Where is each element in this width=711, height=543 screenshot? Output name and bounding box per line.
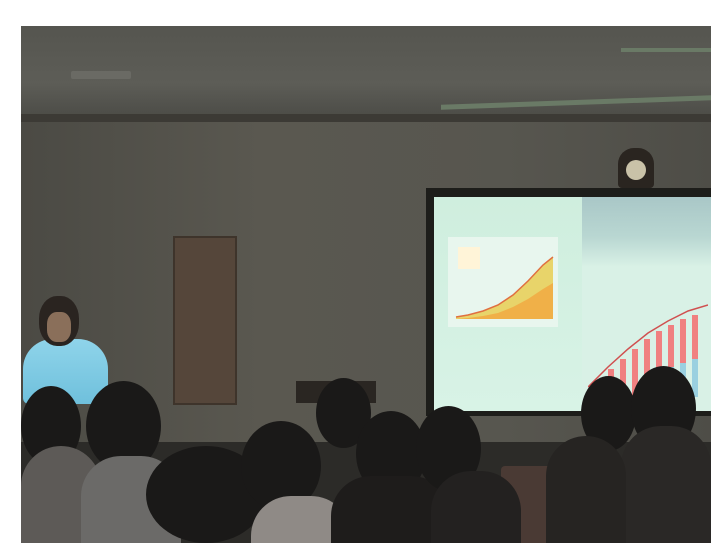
audience-body	[621, 426, 711, 543]
slide-chart-left	[448, 237, 558, 327]
ceiling-beam	[21, 114, 711, 122]
door	[173, 236, 237, 405]
ceiling-light	[71, 71, 131, 79]
presenter-face	[47, 312, 71, 342]
audience-body	[431, 471, 521, 543]
audience-body	[546, 436, 626, 543]
ceiling	[21, 26, 711, 121]
clock-face	[626, 160, 646, 180]
lecture-photo	[21, 26, 711, 543]
ceiling-light-strip	[621, 48, 711, 52]
wall-clock	[618, 148, 654, 188]
